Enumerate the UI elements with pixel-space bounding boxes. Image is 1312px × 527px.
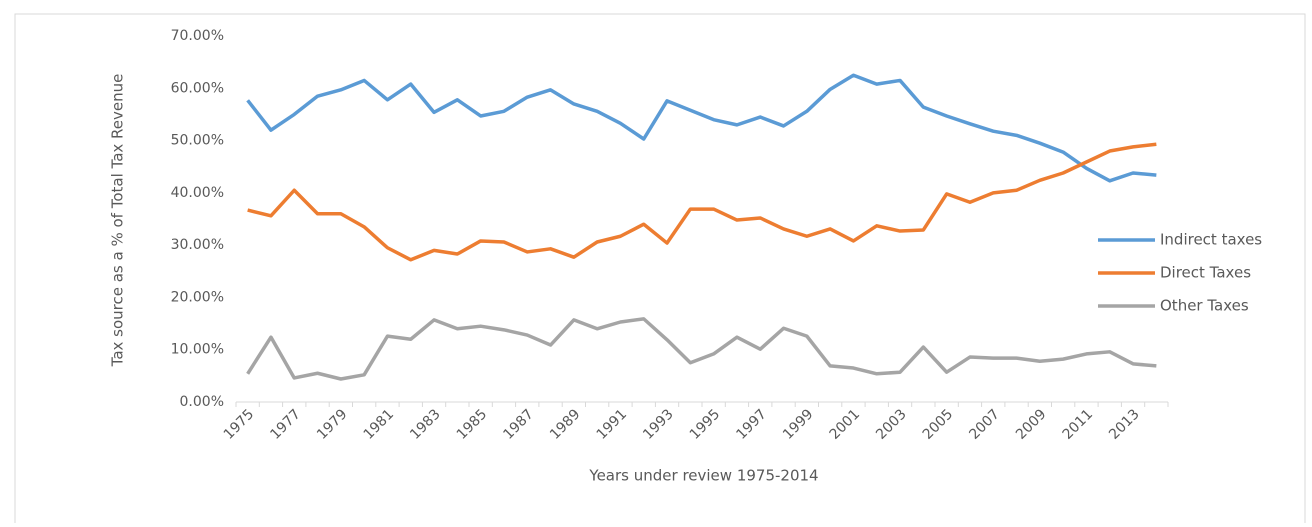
- x-tick-label: 1999: [780, 406, 817, 443]
- y-tick-label: 0.00%: [180, 394, 224, 410]
- x-tick-label: 1991: [594, 406, 631, 443]
- legend-label: Direct Taxes: [1160, 264, 1251, 282]
- x-tick-label: 1983: [407, 406, 444, 443]
- x-tick-label: 1981: [361, 406, 398, 443]
- x-tick-label: 1985: [454, 406, 491, 443]
- x-tick-label: 2003: [873, 406, 910, 443]
- x-tick-label: 2011: [1060, 406, 1097, 443]
- x-tick-label: 2005: [920, 406, 957, 443]
- x-tick-label: 1977: [267, 406, 304, 443]
- line-series: [246, 317, 1157, 381]
- y-tick-label: 70.00%: [171, 28, 224, 44]
- x-axis-title: Years under review 1975-2014: [588, 467, 818, 485]
- y-tick-label: 20.00%: [171, 289, 224, 305]
- y-tick-label: 10.00%: [171, 342, 224, 358]
- legend-label: Other Taxes: [1160, 297, 1249, 315]
- chart-frame: [14, 13, 1306, 527]
- y-tick-label: 60.00%: [171, 80, 224, 96]
- line-series: [247, 142, 1157, 262]
- x-tick-label: 1997: [733, 406, 770, 443]
- x-tick-label: 2007: [966, 406, 1003, 443]
- y-tick-label: 40.00%: [171, 185, 224, 201]
- y-tick-label: 50.00%: [171, 133, 224, 149]
- y-axis-title: Tax source as a % of Total Tax Revenue: [109, 74, 127, 368]
- y-tick-label: 30.00%: [171, 237, 224, 253]
- x-tick-label: 1979: [314, 406, 351, 443]
- x-tick-label: 1995: [687, 406, 724, 443]
- x-tick-label: 1987: [500, 406, 537, 443]
- line-series: [246, 73, 1157, 183]
- x-tick-label: 1975: [221, 406, 258, 443]
- x-tick-label: 1993: [640, 406, 677, 443]
- x-tick-label: 2001: [827, 406, 864, 443]
- x-tick-label: 1989: [547, 406, 584, 443]
- x-tick-label: 2013: [1106, 406, 1143, 443]
- x-tick-label: 2009: [1013, 406, 1050, 443]
- legend-label: Indirect taxes: [1160, 231, 1262, 249]
